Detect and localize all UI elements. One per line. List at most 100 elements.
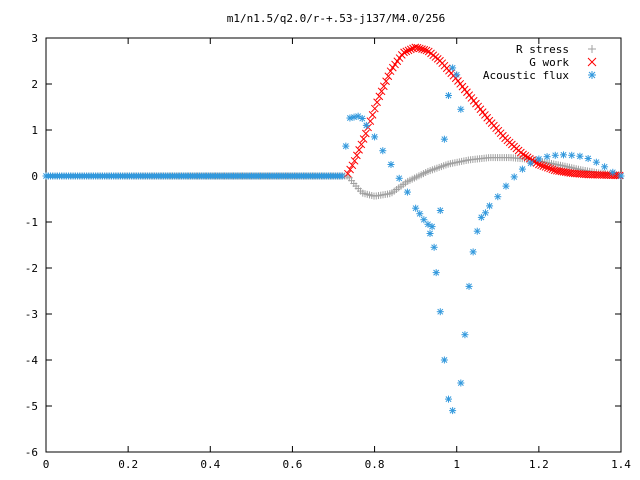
data-point bbox=[550, 166, 559, 175]
axes: 0 0.2 0.4 0.6 0.8 1 1.2 1.4 3 2 1 0 -1 -2 -3 -4 -5 -6 bbox=[25, 32, 632, 471]
marker-stroke bbox=[445, 92, 452, 99]
data-point bbox=[534, 160, 543, 169]
x-tick-label: 0.2 bbox=[118, 458, 138, 471]
marker-stroke bbox=[420, 216, 427, 223]
plot-area bbox=[42, 43, 625, 415]
data-point bbox=[457, 105, 465, 113]
marker-stroke bbox=[561, 168, 570, 177]
data-point bbox=[486, 202, 494, 210]
data-point bbox=[413, 43, 422, 52]
marker-stroke bbox=[445, 396, 452, 403]
data-point bbox=[358, 115, 366, 122]
data-point bbox=[403, 188, 411, 196]
marker-stroke bbox=[539, 162, 548, 170]
y-tick-label: 2 bbox=[31, 78, 38, 91]
marker-stroke bbox=[557, 167, 566, 176]
data-point bbox=[543, 163, 552, 172]
marker-stroke bbox=[350, 156, 359, 165]
marker-stroke bbox=[587, 57, 597, 67]
data-point bbox=[375, 92, 384, 101]
marker-stroke bbox=[457, 106, 464, 113]
marker-stroke bbox=[355, 146, 363, 154]
y-tick-label: -3 bbox=[25, 308, 38, 321]
marker-stroke bbox=[550, 166, 559, 175]
data-point bbox=[382, 77, 390, 86]
marker-stroke bbox=[377, 87, 386, 96]
marker-stroke bbox=[338, 173, 345, 179]
y-tick-label: 1 bbox=[31, 124, 38, 137]
marker-stroke bbox=[593, 159, 600, 166]
data-point bbox=[379, 147, 387, 155]
data-point bbox=[543, 153, 551, 161]
data-point bbox=[377, 87, 386, 96]
data-point bbox=[412, 204, 420, 212]
data-point bbox=[404, 46, 413, 55]
data-point bbox=[386, 67, 395, 76]
marker-stroke bbox=[413, 43, 422, 52]
data-point bbox=[387, 161, 395, 168]
data-point bbox=[388, 63, 397, 72]
marker-stroke bbox=[395, 54, 404, 62]
data-point bbox=[422, 46, 431, 55]
marker-stroke bbox=[486, 202, 493, 209]
y-tick-label: 0 bbox=[31, 170, 38, 183]
y-tick-label: -4 bbox=[25, 354, 39, 367]
data-point bbox=[546, 164, 554, 173]
marker-stroke bbox=[449, 407, 456, 414]
data-point bbox=[344, 169, 352, 178]
marker-stroke bbox=[576, 153, 583, 160]
data-point bbox=[402, 47, 411, 56]
data-point bbox=[449, 64, 457, 72]
marker-stroke bbox=[523, 153, 532, 162]
marker-stroke bbox=[400, 48, 408, 57]
data-point bbox=[371, 133, 379, 141]
data-point bbox=[510, 173, 518, 181]
data-point bbox=[415, 44, 424, 53]
data-point bbox=[521, 151, 530, 160]
marker-stroke bbox=[453, 71, 460, 78]
data-point bbox=[384, 72, 393, 81]
y-tick-label: 3 bbox=[31, 32, 38, 45]
marker-stroke bbox=[441, 357, 448, 363]
data-point bbox=[457, 379, 465, 387]
data-point bbox=[395, 174, 403, 182]
marker-stroke bbox=[393, 57, 402, 66]
marker-stroke bbox=[375, 92, 384, 101]
marker-stroke bbox=[411, 43, 420, 52]
data-point bbox=[537, 161, 545, 170]
data-point bbox=[445, 395, 452, 403]
marker-stroke bbox=[548, 165, 557, 174]
data-point bbox=[379, 82, 388, 91]
marker-stroke bbox=[346, 165, 354, 174]
marker-stroke bbox=[534, 160, 543, 169]
marker-stroke bbox=[560, 151, 567, 158]
marker-stroke bbox=[386, 67, 395, 76]
data-point bbox=[362, 121, 370, 129]
marker-stroke bbox=[585, 155, 592, 162]
marker-stroke bbox=[344, 169, 352, 178]
data-point bbox=[355, 146, 363, 154]
marker-stroke bbox=[346, 115, 353, 122]
data-point bbox=[601, 163, 609, 171]
x-tick-label: 1.4 bbox=[611, 458, 631, 471]
y-tick-label: -5 bbox=[25, 400, 38, 413]
legend-marker bbox=[588, 71, 596, 79]
y-tick-label: -2 bbox=[25, 262, 38, 275]
data-point bbox=[560, 151, 567, 159]
marker-stroke bbox=[437, 308, 444, 315]
marker-stroke bbox=[466, 283, 473, 290]
data-point bbox=[418, 45, 426, 53]
marker-stroke bbox=[406, 45, 415, 54]
marker-stroke bbox=[355, 113, 362, 120]
data-point bbox=[481, 209, 489, 217]
data-point bbox=[469, 248, 477, 256]
marker-stroke bbox=[457, 380, 464, 386]
data-point bbox=[373, 98, 381, 107]
marker-stroke bbox=[541, 163, 550, 171]
marker-stroke bbox=[470, 248, 477, 255]
data-point bbox=[350, 113, 358, 121]
x-tick-label: 0.4 bbox=[200, 458, 220, 471]
legend-marker bbox=[588, 45, 596, 53]
